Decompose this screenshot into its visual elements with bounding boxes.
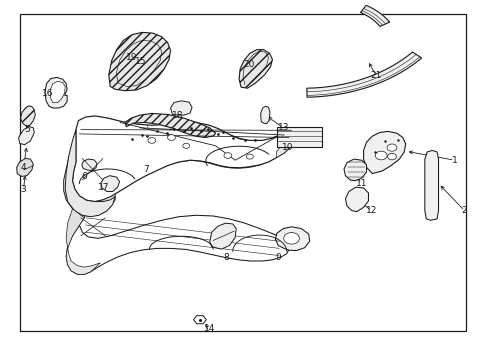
Text: 1: 1 (452, 156, 458, 165)
Text: 4: 4 (21, 163, 26, 172)
Text: 7: 7 (143, 165, 149, 174)
Polygon shape (109, 32, 171, 91)
Polygon shape (277, 127, 322, 147)
Polygon shape (210, 223, 236, 249)
Polygon shape (364, 131, 406, 174)
Circle shape (375, 151, 387, 160)
Polygon shape (64, 146, 115, 216)
Circle shape (284, 233, 299, 244)
Polygon shape (171, 101, 192, 115)
Text: 19: 19 (125, 53, 137, 62)
Circle shape (183, 143, 190, 148)
Text: 16: 16 (42, 89, 54, 98)
Text: 5: 5 (24, 125, 30, 134)
Text: 10: 10 (282, 143, 294, 152)
Text: 14: 14 (204, 324, 216, 333)
Text: 9: 9 (275, 253, 281, 262)
Polygon shape (73, 118, 285, 201)
Circle shape (246, 154, 253, 159)
Bar (20, 14, 466, 331)
Circle shape (388, 153, 396, 160)
Text: 20: 20 (243, 60, 255, 69)
Polygon shape (21, 106, 35, 127)
Polygon shape (65, 130, 115, 217)
Polygon shape (275, 227, 310, 251)
Polygon shape (261, 106, 270, 124)
Polygon shape (345, 187, 368, 212)
Polygon shape (276, 130, 295, 158)
Polygon shape (82, 159, 97, 171)
Circle shape (148, 138, 156, 143)
Circle shape (387, 144, 397, 151)
Polygon shape (50, 81, 65, 103)
Polygon shape (101, 176, 120, 192)
Circle shape (224, 153, 232, 158)
Text: 12: 12 (366, 206, 377, 215)
Polygon shape (66, 209, 84, 248)
Polygon shape (17, 158, 33, 176)
Polygon shape (19, 127, 34, 145)
Polygon shape (239, 50, 272, 88)
Text: 6: 6 (81, 172, 87, 181)
Polygon shape (66, 209, 289, 274)
Polygon shape (425, 150, 439, 220)
Text: 2: 2 (462, 206, 467, 215)
Polygon shape (307, 52, 422, 97)
Text: 15: 15 (135, 57, 147, 66)
Text: 13: 13 (277, 123, 289, 132)
Polygon shape (73, 116, 295, 202)
Circle shape (168, 135, 175, 140)
Text: 8: 8 (223, 253, 229, 262)
Text: 11: 11 (356, 179, 368, 188)
Polygon shape (194, 316, 206, 324)
Text: 3: 3 (21, 184, 26, 194)
Polygon shape (344, 159, 367, 181)
Polygon shape (361, 5, 390, 26)
Text: 17: 17 (98, 184, 110, 192)
Text: 18: 18 (172, 111, 183, 120)
Polygon shape (125, 113, 216, 138)
Polygon shape (66, 247, 100, 274)
Polygon shape (45, 77, 67, 108)
Text: 21: 21 (370, 71, 382, 80)
